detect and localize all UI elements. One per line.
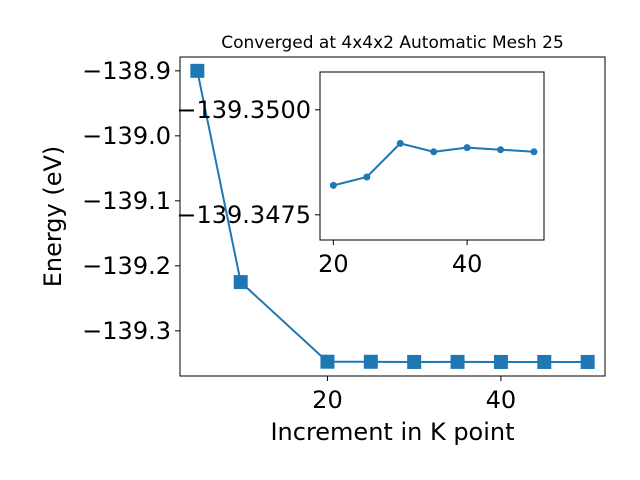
- x-axis-label: Increment in K point: [270, 418, 514, 446]
- inset-plot-frame: [319, 71, 545, 241]
- chart-title: Converged at 4x4x2 Automatic Mesh 25: [221, 33, 564, 53]
- main-y-tick-label: −139.3: [82, 317, 171, 345]
- main-y-tick-label: −139.1: [82, 187, 171, 215]
- main-data-point: [407, 354, 422, 369]
- main-data-point: [190, 63, 205, 78]
- inset-data-point: [396, 139, 404, 147]
- inset-axes: 20 40 −139.3500 −139.3475: [176, 71, 545, 278]
- main-y-tick-label: −138.9: [82, 57, 171, 85]
- inset-data-point: [430, 148, 438, 156]
- inset-x-tick-label: 40: [452, 250, 483, 278]
- inset-data-point: [497, 146, 505, 154]
- inset-data-point: [530, 148, 538, 156]
- main-data-point: [450, 354, 465, 369]
- main-plot-frame: [179, 56, 606, 377]
- main-data-point: [537, 354, 552, 369]
- main-data-point: [363, 354, 378, 369]
- y-axis-label: Energy (eV): [39, 146, 67, 288]
- inset-y-tick-label: −139.3500: [176, 96, 311, 124]
- inset-data-point: [363, 173, 371, 181]
- main-x-tick-label: 40: [486, 386, 517, 414]
- inset-y-tick-label: −139.3475: [176, 201, 311, 229]
- main-axes: 20 40 −138.9 −139.0 −139.1 −139.2 −139.3: [82, 56, 606, 414]
- main-data-point: [233, 275, 248, 290]
- main-x-tick-label: 20: [312, 386, 343, 414]
- main-data-point: [320, 354, 335, 369]
- main-data-point: [493, 354, 508, 369]
- main-y-tick-label: −139.0: [82, 122, 171, 150]
- main-data-point: [580, 354, 595, 369]
- inset-data-point: [463, 144, 471, 152]
- inset-data-point: [329, 181, 337, 189]
- inset-x-tick-label: 20: [318, 250, 349, 278]
- main-y-tick-label: −139.2: [82, 252, 171, 280]
